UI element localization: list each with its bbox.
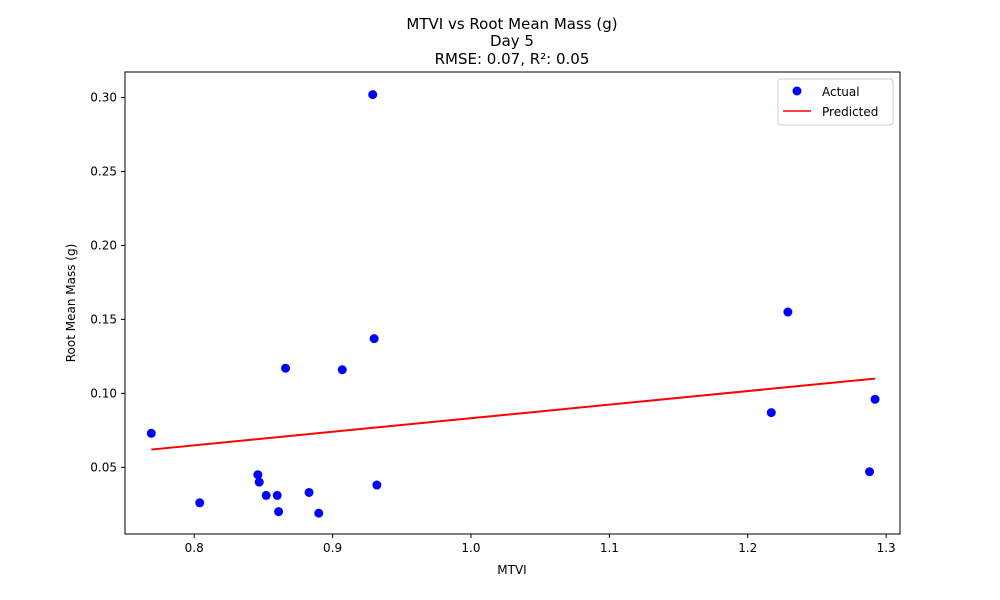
actual-point-0 xyxy=(146,428,156,438)
y-tick-label-1: 0.10 xyxy=(90,386,117,400)
actual-point-4 xyxy=(261,490,271,500)
legend-label-actual: Actual xyxy=(822,85,860,99)
y-tick-label-4: 0.25 xyxy=(90,165,117,179)
chart-title-line-2: Day 5 xyxy=(490,32,534,50)
actual-point-1 xyxy=(195,498,205,508)
legend-marker-actual xyxy=(792,86,802,96)
legend-box xyxy=(777,78,894,126)
predicted-line xyxy=(151,377,876,451)
x-tick-label-2: 1.0 xyxy=(461,541,480,555)
x-tick-label-0: 0.8 xyxy=(185,541,204,555)
actual-point-12 xyxy=(369,334,379,344)
chart-title-line-3: RMSE: 0.07, R²: 0.05 xyxy=(435,50,590,68)
actual-point-8 xyxy=(304,487,314,497)
chart-title-line-1: MTVI vs Root Mean Mass (g) xyxy=(406,15,617,33)
y-tick-label-5: 0.30 xyxy=(90,91,117,105)
y-tick-label-2: 0.15 xyxy=(90,312,117,326)
x-tick-label-5: 1.3 xyxy=(877,541,896,555)
actual-point-13 xyxy=(372,480,382,490)
actual-point-7 xyxy=(281,363,291,373)
plot-content xyxy=(146,90,880,518)
actual-point-14 xyxy=(766,408,776,418)
actual-point-11 xyxy=(368,90,378,100)
x-axis-label: MTVI xyxy=(497,563,526,577)
y-tick-label-3: 0.20 xyxy=(90,238,117,252)
y-axis-label: Root Mean Mass (g) xyxy=(64,244,78,363)
actual-point-6 xyxy=(274,507,284,517)
y-axis-ticks: 0.05 0.10 0.15 0.20 0.25 0.30 xyxy=(90,91,125,474)
legend: Actual Predicted xyxy=(777,78,894,126)
x-axis-ticks: 0.8 0.9 1.0 1.1 1.2 1.3 xyxy=(185,534,896,555)
legend-label-predicted: Predicted xyxy=(822,105,878,119)
actual-point-3 xyxy=(254,477,264,487)
actual-point-9 xyxy=(314,508,324,518)
actual-point-10 xyxy=(337,365,347,375)
y-tick-label-0: 0.05 xyxy=(90,460,117,474)
actual-point-17 xyxy=(870,394,880,404)
x-tick-label-3: 1.1 xyxy=(600,541,619,555)
actual-point-16 xyxy=(865,467,875,477)
x-tick-label-1: 0.9 xyxy=(323,541,342,555)
actual-point-2 xyxy=(253,470,263,480)
actual-point-5 xyxy=(272,490,282,500)
actual-point-15 xyxy=(783,307,793,317)
x-tick-label-4: 1.2 xyxy=(738,541,757,555)
plot-frame xyxy=(124,71,901,535)
